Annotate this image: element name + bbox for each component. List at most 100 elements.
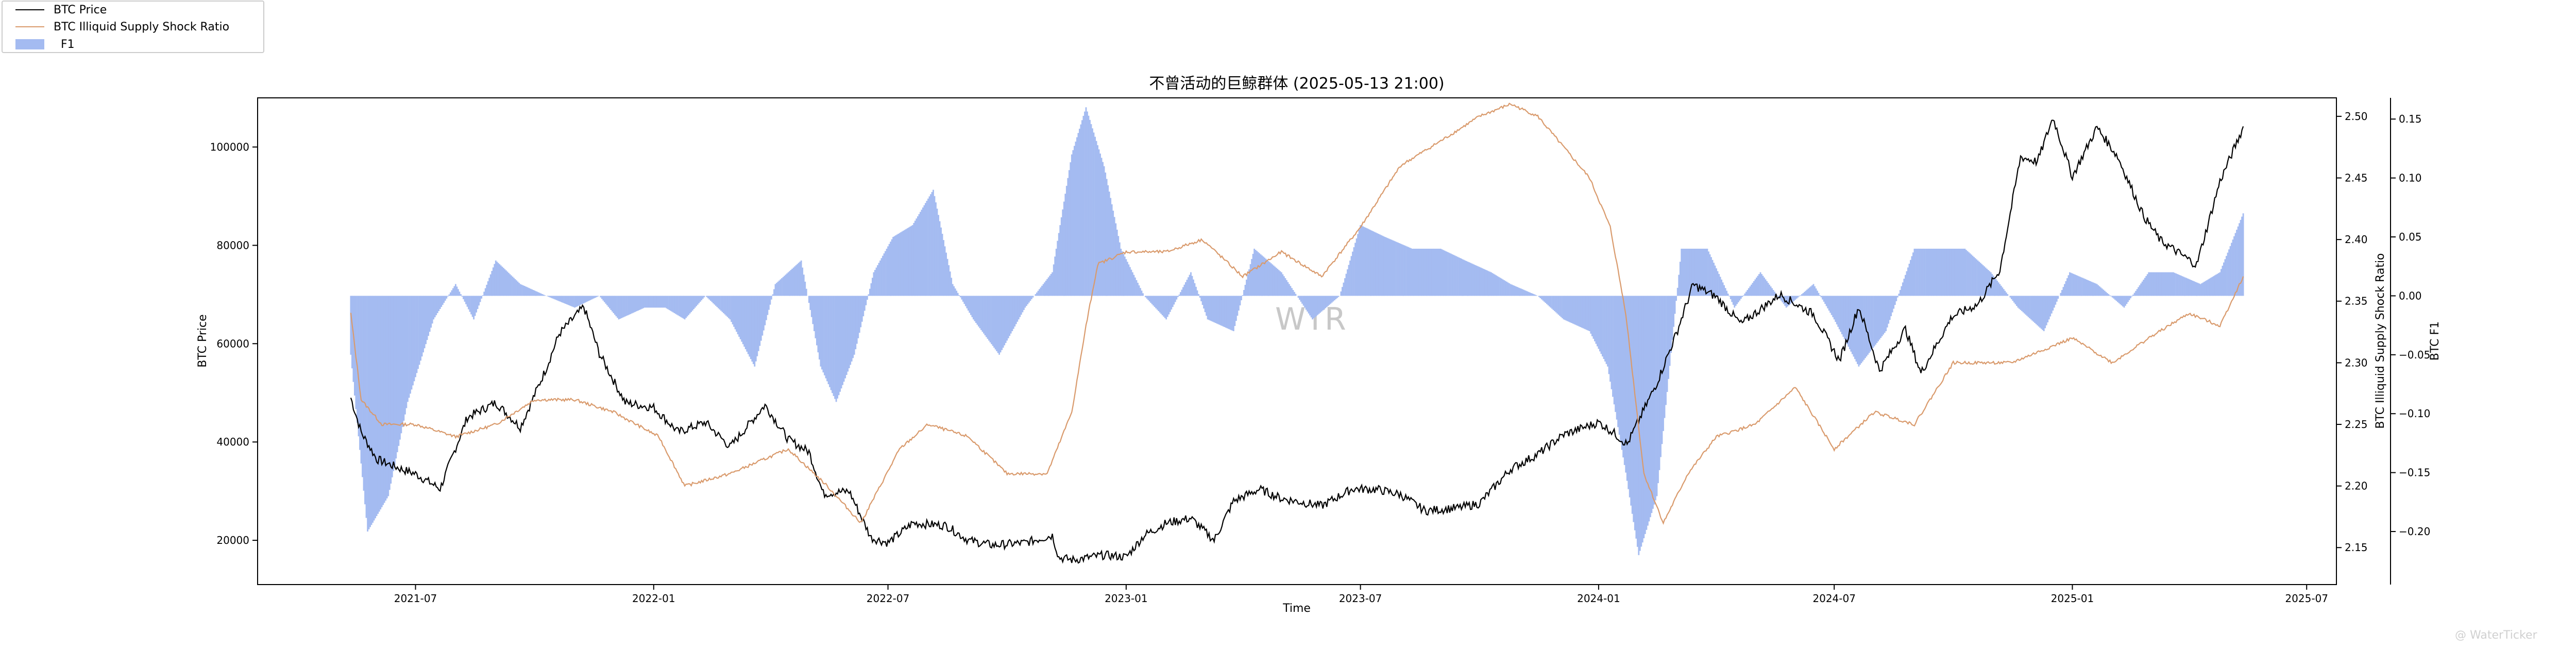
- f1-bar: [574, 296, 575, 307]
- f1-bar: [925, 203, 926, 296]
- f1-bar: [1823, 296, 1825, 301]
- f1-bar: [1741, 296, 1743, 297]
- f1-bar: [2211, 277, 2213, 296]
- f1-bar: [1365, 228, 1366, 296]
- f1-bar: [557, 296, 559, 300]
- f1-bar: [452, 288, 454, 296]
- f1-bar: [836, 296, 837, 402]
- f1-bar: [1727, 294, 1729, 296]
- f1-bar: [2042, 296, 2043, 330]
- f1-bar: [2190, 280, 2191, 296]
- f1-bar: [648, 296, 649, 307]
- f1-bar: [483, 292, 485, 296]
- f1-bar: [1046, 279, 1048, 296]
- f1-bar: [1612, 296, 1614, 397]
- f1-bar: [2117, 296, 2119, 302]
- f1-bar: [1154, 296, 1156, 307]
- f1-bar: [1875, 296, 1876, 345]
- f1-bar: [785, 275, 787, 296]
- f1-bar: [1668, 296, 1669, 379]
- f1-bar: [1036, 293, 1038, 296]
- f1-bar: [778, 281, 780, 296]
- f1-bar: [666, 296, 668, 308]
- f1-bar: [2172, 272, 2173, 296]
- f1-bar: [1043, 284, 1044, 296]
- f1-bar: [1420, 249, 1422, 296]
- f1-bar: [897, 234, 899, 296]
- f1-bar: [2143, 280, 2144, 296]
- f1-bar: [877, 265, 878, 296]
- f1-bar: [2195, 282, 2196, 296]
- credit-text: @ WaterTicker: [2455, 629, 2537, 642]
- f1-bar: [1645, 296, 1646, 534]
- f1-bar: [649, 296, 651, 307]
- f1-bar: [1555, 296, 1557, 312]
- f1-bar: [980, 296, 982, 330]
- f1-bar: [838, 296, 840, 395]
- f1-bar: [864, 296, 866, 311]
- f1-bar: [367, 296, 368, 532]
- f1-bar: [685, 296, 687, 318]
- f1-bar: [1832, 296, 1834, 317]
- f1-bar: [1656, 296, 1658, 496]
- f1-bar: [1136, 280, 1138, 296]
- f1-bar: [2150, 272, 2152, 296]
- f1-bar: [1128, 264, 1130, 296]
- f1-bar: [1436, 249, 1437, 296]
- f1-bar: [1857, 296, 1858, 364]
- f1-bar: [1909, 264, 1910, 296]
- f1-bar: [997, 296, 999, 353]
- f1-bar: [1224, 296, 1225, 327]
- f1-bar: [2225, 259, 2226, 296]
- f1-bar: [988, 296, 990, 340]
- f1-bar: [776, 283, 777, 296]
- f1-bar: [588, 296, 590, 301]
- f1-bar: [1806, 289, 1808, 296]
- f1-bar: [1433, 249, 1435, 296]
- f1-bar: [703, 296, 705, 297]
- f1-bar: [1287, 282, 1289, 296]
- f1-bar: [1672, 296, 1673, 340]
- f1-bar: [1674, 296, 1676, 314]
- f1-bar: [1740, 296, 1742, 299]
- f1-bar: [1445, 251, 1447, 296]
- f1-bar: [2012, 296, 2014, 301]
- f1-bar: [521, 285, 522, 296]
- f1-bar: [850, 296, 851, 365]
- f1-bar: [737, 296, 739, 334]
- f1-bar: [1958, 249, 1959, 296]
- f1-bar: [1207, 296, 1209, 319]
- f1-bar: [1564, 296, 1566, 320]
- f1-bar: [975, 296, 977, 323]
- f1-bar: [682, 296, 683, 318]
- f1-bar: [1462, 259, 1464, 296]
- f1-bar: [596, 296, 598, 297]
- f1-bar: [2024, 296, 2025, 313]
- f1-bar: [1829, 296, 1831, 313]
- f1-bar: [1338, 296, 1340, 297]
- f1-bar: [1970, 253, 1971, 296]
- f1-bar: [1225, 296, 1227, 328]
- f1-bar: [1423, 249, 1425, 296]
- f1-bar: [1994, 278, 1995, 296]
- f1-bar: [613, 296, 615, 313]
- f1-bar: [1322, 296, 1324, 310]
- f1-bar: [456, 286, 458, 296]
- f1-bar: [363, 296, 365, 490]
- f1-bar: [1397, 243, 1399, 296]
- f1-bar: [429, 296, 431, 332]
- f1-bar: [2048, 296, 2050, 319]
- f1-bar: [1377, 233, 1378, 296]
- f1-bar: [1950, 249, 1952, 296]
- f1-bar: [1919, 249, 1921, 296]
- f1-bar: [372, 296, 374, 523]
- legend-label-ratio: BTC Illiquid Supply Shock Ratio: [54, 21, 229, 33]
- f1-bar: [1839, 296, 1840, 329]
- f1-bar: [1208, 296, 1210, 320]
- f1-bar: [733, 296, 735, 327]
- f1-bar: [672, 296, 674, 312]
- f1-bar: [1556, 296, 1558, 313]
- f1-bar: [2175, 273, 2177, 296]
- f1-bar: [1289, 284, 1290, 296]
- f1-bar: [701, 296, 702, 300]
